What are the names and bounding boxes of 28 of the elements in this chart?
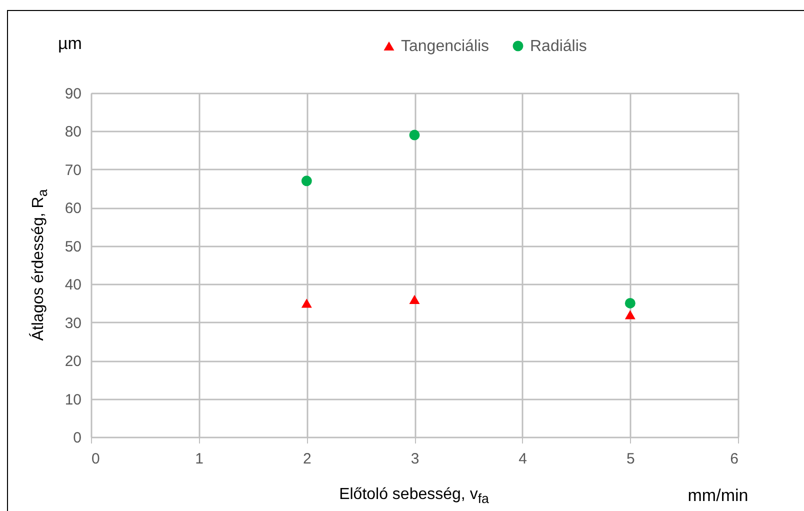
text: mm/min [688, 486, 748, 506]
y-tick-label: 10 [64, 391, 82, 408]
y-tick-label: 20 [64, 353, 82, 370]
y-tick-label: 50 [64, 238, 82, 256]
x-tick-label: 4 [518, 450, 528, 468]
y-tick-label: 60 [64, 200, 82, 218]
point [624, 310, 636, 320]
x-tick-label: 2 [302, 450, 312, 468]
x-tick-label: 6 [730, 450, 738, 468]
text: µm [58, 34, 82, 54]
point [409, 130, 420, 140]
point [301, 298, 312, 308]
legend-label: Radiális [530, 38, 587, 55]
x-axis-title: Előtoló sebesség, v$_{fa}$ [339, 486, 489, 506]
x-tick-label: 3 [410, 450, 420, 468]
y-tick-label: 80 [64, 124, 82, 141]
y-tick-label: 30 [64, 314, 82, 332]
x-tick-label: 1 [195, 450, 204, 468]
y-tick-label: 0 [73, 430, 82, 446]
y-tick-label: 70 [64, 162, 82, 179]
point [409, 294, 420, 304]
y-tick-label: 90 [64, 86, 82, 102]
point [301, 176, 312, 186]
point [624, 298, 636, 308]
y-tick-label: 40 [64, 276, 82, 294]
x-tick-label: 0 [92, 450, 100, 468]
x-tick-label: 5 [626, 450, 635, 468]
legend-label: Tangenciális [401, 38, 490, 55]
